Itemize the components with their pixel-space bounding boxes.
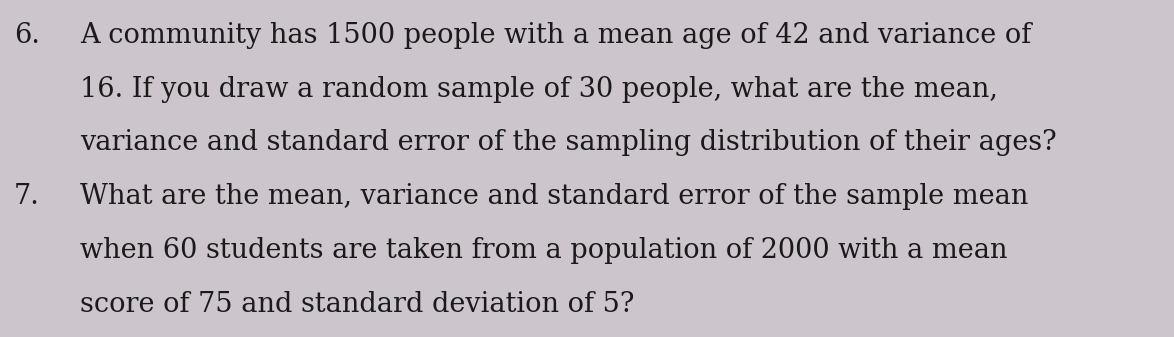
Text: 16. If you draw a random sample of 30 people, what are the mean,: 16. If you draw a random sample of 30 pe… <box>80 75 998 103</box>
Text: 7.: 7. <box>14 183 40 210</box>
Text: variance and standard error of the sampling distribution of their ages?: variance and standard error of the sampl… <box>80 129 1057 156</box>
Text: 6.: 6. <box>14 22 40 49</box>
Text: A community has 1500 people with a mean age of 42 and variance of: A community has 1500 people with a mean … <box>80 22 1031 49</box>
Text: when 60 students are taken from a population of 2000 with a mean: when 60 students are taken from a popula… <box>80 237 1007 264</box>
Text: score of 75 and standard deviation of 5?: score of 75 and standard deviation of 5? <box>80 290 634 317</box>
Text: What are the mean, variance and standard error of the sample mean: What are the mean, variance and standard… <box>80 183 1028 210</box>
